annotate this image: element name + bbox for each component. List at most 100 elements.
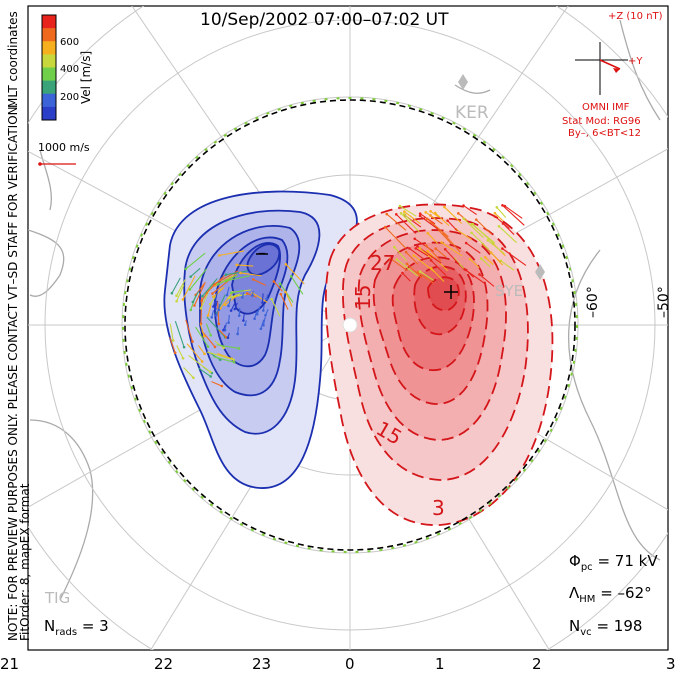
vector-origin (270, 297, 273, 301)
minimum-sign: – (258, 243, 266, 262)
vector-origin (265, 297, 268, 301)
velocity-vector (406, 263, 423, 279)
velocity-vector (190, 267, 201, 278)
nrads-symbol: N (44, 617, 56, 635)
vector-origin (199, 306, 203, 310)
velocity-vector (207, 305, 212, 316)
velocity-vector (441, 242, 463, 257)
velocity-vector (500, 260, 515, 271)
colorbar-swatch (42, 41, 56, 55)
vector-origin (233, 307, 237, 311)
velocity-vectors (169, 204, 527, 388)
vector-origin (429, 259, 433, 262)
velocity-vector (498, 225, 517, 244)
vector-origin (212, 305, 215, 308)
velocity-vector (195, 326, 209, 347)
vector-origin (229, 309, 233, 312)
velocity-vector (399, 205, 417, 217)
velocity-vector (280, 293, 289, 310)
velocity-vector (463, 218, 484, 238)
velocity-vector (225, 275, 250, 282)
vector-origin (184, 267, 188, 271)
velocity-vector (201, 330, 216, 348)
vector-origin (217, 308, 221, 312)
velocity-vector (285, 291, 293, 307)
vector-origin (212, 295, 215, 299)
vector-origin (182, 345, 186, 349)
vector-origin (399, 212, 403, 215)
colorbar-swatch (42, 80, 56, 95)
vector-origin (389, 257, 392, 260)
velocity-vector (185, 319, 193, 342)
velocity-vector (413, 255, 436, 273)
vector-origin (223, 303, 227, 307)
velocity-vector (224, 294, 239, 306)
vector-origin (232, 358, 236, 362)
velocity-vector (484, 256, 494, 265)
vector-origin (209, 333, 213, 337)
velocity-vector (384, 226, 407, 249)
velocity-vector (475, 219, 492, 235)
velocity-vector (176, 279, 186, 296)
velocity-vector (216, 344, 240, 350)
vector-origin (225, 293, 229, 297)
velocity-vector (231, 289, 245, 294)
velocity-vector (419, 215, 439, 230)
lambda-value: = –62° (600, 584, 652, 602)
velocity-vector (232, 293, 247, 298)
velocity-vector (404, 211, 421, 225)
velocity-vector (400, 212, 420, 233)
hm-latitude: ΛHM = –62° (569, 584, 652, 605)
vector-origin (175, 299, 178, 303)
imf-source-label: OMNI IMF (582, 102, 630, 113)
velocity-vector (206, 316, 226, 338)
velocity-vector (494, 212, 504, 222)
vector-origin (443, 247, 447, 251)
velocity-vector (435, 248, 447, 258)
vector-origin (191, 300, 195, 304)
vector-origin (227, 296, 231, 300)
vector-origin (408, 247, 411, 250)
imf-z-label: +Z (10 nT) (608, 11, 663, 22)
cross-polar-cap-potential: Φpc = 71 kV (569, 552, 658, 573)
positive-cell (324, 203, 554, 526)
velocity-vector (230, 302, 236, 311)
colorbar-swatch (42, 93, 56, 108)
vector-origin (235, 263, 239, 267)
vector-origin (213, 345, 217, 349)
vector-origin (486, 239, 490, 242)
vector-origin (224, 273, 228, 276)
vector-origin (443, 205, 446, 209)
vector-origin (395, 258, 399, 261)
velocity-vector (169, 337, 176, 353)
vector-origin (398, 204, 402, 208)
vector-origin (416, 270, 419, 274)
vector-origin (284, 262, 288, 266)
velocity-vector (185, 252, 206, 270)
vector-origin (412, 254, 416, 257)
velocity-vector (402, 272, 411, 282)
colorbar-swatch (42, 54, 56, 68)
velocity-vector (386, 213, 407, 231)
velocity-colorbar (41, 14, 57, 121)
vector-origin (222, 346, 226, 350)
vector-origin (211, 292, 214, 295)
vector-origin (232, 360, 236, 364)
vector-origin (253, 317, 256, 321)
velocity-vector (490, 252, 504, 266)
vector-origin (272, 280, 276, 283)
vector-origin (226, 336, 230, 339)
velocity-vector (256, 306, 261, 315)
velocity-vector (199, 323, 205, 337)
colorbar-swatch (42, 15, 56, 29)
latitude-label: –50° (656, 286, 672, 318)
vector-origin (385, 212, 389, 216)
vector-count: Nvc = 198 (569, 617, 642, 638)
vector-origin (227, 304, 230, 308)
velocity-vector (171, 277, 181, 294)
vector-origin (284, 290, 287, 294)
velocity-vector (217, 274, 238, 285)
vector-origin (383, 225, 387, 229)
vector-origin (403, 210, 406, 213)
vector-origin (418, 247, 422, 250)
